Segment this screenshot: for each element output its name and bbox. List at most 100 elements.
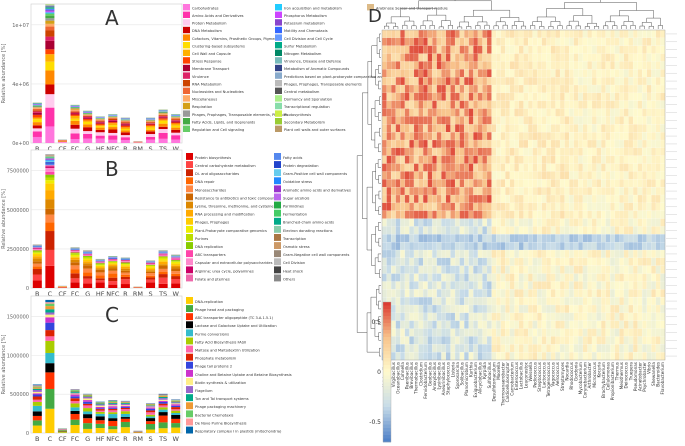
heatmap-cell [537, 265, 543, 274]
heatmap-cell [587, 29, 593, 39]
heatmap-cell [555, 37, 561, 46]
bar-segment [158, 260, 168, 262]
legend-swatch [275, 95, 282, 102]
heatmap-cell [646, 234, 652, 243]
heatmap-cell [601, 139, 606, 149]
x-tick-label: B [35, 435, 39, 443]
heatmap-cell [395, 37, 401, 46]
heatmap-cell [559, 84, 565, 94]
heatmap-cell [427, 194, 433, 204]
bar-segment [158, 261, 168, 265]
heatmap-cell [395, 187, 401, 196]
legend-label: Motility and Chemotaxis [284, 29, 328, 33]
heatmap-cell [541, 289, 547, 298]
bar-segment [108, 118, 118, 119]
heatmap-cell [651, 45, 657, 54]
legend-swatch [186, 394, 193, 402]
heatmap-cell [441, 77, 447, 86]
heatmap-cell [646, 281, 652, 290]
heatmap-cell [642, 77, 648, 86]
heatmap-cell [409, 77, 415, 86]
heatmap-cell [578, 273, 584, 282]
heatmap-cell [477, 37, 483, 46]
heatmap-cell [632, 265, 638, 274]
heatmap-cell [391, 218, 396, 227]
bar-segment [120, 413, 130, 418]
bar-segment [45, 49, 55, 55]
heatmap-cell [623, 281, 629, 290]
heatmap-cell [591, 171, 597, 180]
heatmap-cell [559, 297, 565, 306]
heatmap-cell [381, 249, 387, 259]
heatmap-cell [546, 249, 552, 259]
x-tick-label: TS [158, 290, 167, 298]
heatmap-cell [532, 100, 538, 109]
heatmap-cell [427, 45, 433, 54]
heatmap-cell [655, 61, 661, 70]
heatmap-cell [505, 344, 511, 353]
heatmap-cell [564, 312, 570, 321]
heatmap-cell [642, 249, 648, 259]
plot-frame [30, 295, 183, 434]
heatmap-cell [550, 249, 556, 259]
dendrogram-branch [564, 2, 637, 11]
bar-segment [83, 394, 93, 396]
heatmap-cell [509, 155, 515, 164]
heatmap-cell [477, 171, 483, 180]
heatmap-cell [614, 249, 620, 259]
legend-swatch [186, 418, 193, 426]
heatmap-cell [423, 163, 428, 172]
legend-label: Branched-chain amino acids [283, 221, 334, 225]
heatmap-cell [473, 320, 479, 329]
legend-swatch [186, 369, 193, 377]
heatmap-cell [436, 132, 442, 141]
bar-segment [120, 402, 130, 404]
heatmap-cell [587, 45, 593, 54]
heatmap-cell [441, 155, 447, 164]
heatmap-cell [596, 100, 602, 109]
legend-label: Phages, Prophages, Transposable elements… [192, 113, 288, 117]
heatmap-cell [400, 92, 406, 101]
heatmap-cell [587, 257, 593, 266]
heatmap-cell [619, 132, 625, 141]
heatmap-cell [491, 147, 497, 156]
heatmap-cell [632, 320, 638, 329]
heatmap-cell [532, 344, 538, 353]
heatmap-cell [559, 179, 565, 188]
legend-label: Clustering-based subsystems [192, 44, 245, 48]
colorbar-tick-label: 0 [377, 369, 381, 376]
heatmap-cell [450, 210, 456, 219]
heatmap-cell [605, 273, 611, 282]
heatmap-cell [518, 29, 524, 39]
heatmap-cell [482, 249, 488, 259]
bar-segment [158, 277, 168, 284]
heatmap-cell [564, 202, 570, 211]
heatmap-cell [518, 147, 524, 156]
heatmap-cell [445, 124, 451, 133]
heatmap-cell [619, 336, 625, 345]
heatmap-cell [413, 108, 419, 117]
heatmap-cell [423, 289, 428, 298]
x-tick-label: R [123, 435, 128, 443]
bar-segment [171, 271, 181, 274]
dendrogram-branch [459, 21, 469, 27]
heatmap-cell [527, 242, 533, 251]
heatmap-cell [413, 45, 419, 54]
heatmap-cell [423, 84, 428, 94]
heatmap-cell [514, 273, 520, 282]
heatmap-cell [436, 312, 442, 321]
heatmap-cell [450, 45, 456, 54]
heatmap-cell [450, 257, 456, 266]
heatmap-x-label: Brachybacterium [601, 362, 606, 398]
heatmap-cell [660, 187, 666, 196]
x-tick-label: RM [133, 435, 143, 443]
heatmap-cell [496, 139, 501, 149]
heatmap-cell [660, 124, 666, 133]
heatmap-cell [564, 210, 570, 219]
heatmap-cell [559, 226, 565, 235]
bar-segment [70, 254, 80, 257]
heatmap-cell [569, 69, 574, 78]
bar-segment [158, 396, 168, 399]
bar-segment [171, 266, 181, 269]
heatmap-cell [413, 37, 419, 46]
